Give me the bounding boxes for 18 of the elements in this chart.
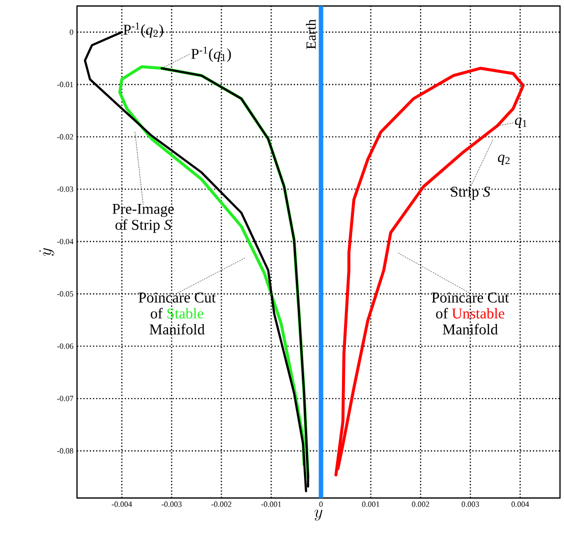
annotation: Manifold	[150, 324, 205, 334]
annotation: Strip S	[451, 186, 490, 200]
annotation: Stable	[167, 308, 204, 319]
annotation: of	[436, 308, 448, 319]
annotation: P$^{-1}$(q$_{1}$)	[191, 46, 231, 62]
annotation: of Strip S	[116, 219, 172, 233]
annotation: P$^{-1}$(q$_{2}$)	[123, 22, 164, 38]
annotation: Poincare Cut	[138, 292, 216, 303]
annotation: Unstable	[452, 308, 504, 319]
annotation: of	[150, 308, 163, 319]
annotation: Poincare Cut	[432, 292, 509, 303]
annotation: Manifold	[442, 324, 498, 334]
y-axis-title: $\dot{y}$	[39, 248, 54, 256]
x-axis-title: $y$	[314, 510, 322, 521]
ref-line-label: Earth	[306, 19, 316, 49]
annotation: q$_{1}$	[514, 118, 527, 128]
annotation: Pre-Image	[112, 204, 174, 217]
annotation: q$_{2}$	[498, 154, 510, 166]
